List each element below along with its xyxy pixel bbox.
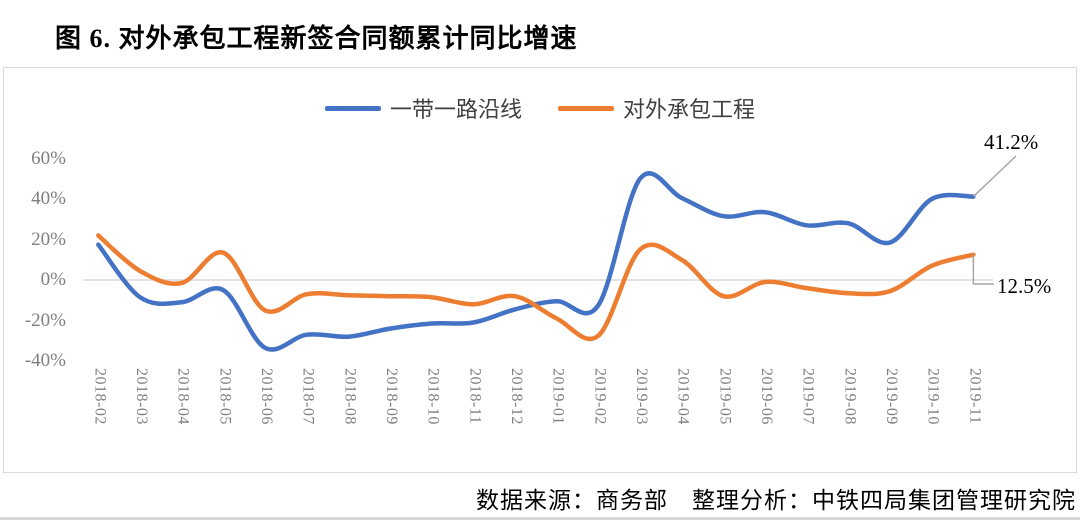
- y-axis-tick-label: 20%: [31, 228, 66, 250]
- x-axis-tick-label: 2019-10: [924, 368, 942, 425]
- x-axis-tick-label: 2018-04: [174, 368, 192, 425]
- x-axis-tick-label: 2018-09: [382, 368, 400, 425]
- x-axis-tick-label: 2019-09: [883, 368, 901, 425]
- annotation-belt-road-endpoint-value: 41.2%: [984, 130, 1039, 154]
- x-axis-tick-label: 2018-07: [299, 368, 317, 425]
- x-axis-tick-label: 2018-08: [341, 368, 359, 425]
- x-axis-tick-label: 2019-05: [716, 368, 734, 425]
- y-axis-tick-label: -20%: [24, 309, 66, 331]
- x-axis-tick-label: 2019-11: [966, 368, 984, 425]
- chart-legend: 一带一路沿线 对外承包工程: [0, 94, 1080, 122]
- y-axis-tick-label: 0%: [40, 269, 66, 290]
- y-axis-tick-label: 40%: [31, 188, 66, 209]
- chart-plot-area: [3, 67, 1077, 473]
- source-note: 数据来源：商务部 整理分析：中铁四局集团管理研究院: [476, 488, 1076, 513]
- series-line-foreign-contract: [96, 233, 976, 342]
- x-axis-tick-label: 2018-10: [424, 368, 442, 425]
- x-axis-tick-label: 2018-06: [257, 368, 275, 425]
- x-axis-tick-label: 2018-03: [132, 368, 150, 425]
- x-axis-tick-label: 2019-03: [633, 368, 650, 425]
- x-axis-tick-label: 2019-04: [674, 368, 692, 425]
- legend-label-foreign-contract: 对外承包工程: [623, 97, 756, 122]
- x-axis-tick-label: 2018-05: [216, 368, 234, 425]
- x-axis-tick-label: 2018-02: [91, 368, 109, 425]
- y-axis-tick-label: 60%: [31, 147, 66, 169]
- legend-item-foreign-contract: 对外承包工程: [558, 92, 755, 124]
- leader-line-foreign-contract: [972, 254, 994, 285]
- foreign-contract-line-swatch-icon: [558, 105, 614, 111]
- x-axis-tick-label: 2019-01: [549, 368, 567, 425]
- legend-item-belt-road: 一带一路沿线: [324, 92, 522, 124]
- series-line-belt-road: [96, 171, 976, 352]
- leader-line-belt-road: [972, 155, 1017, 198]
- annotation-foreign-contract-endpoint-value: 12.5%: [997, 274, 1052, 298]
- x-axis-tick-label: 2019-06: [758, 368, 776, 425]
- x-axis-tick-label: 2018-12: [508, 368, 525, 425]
- x-axis-tick-label: 2019-02: [591, 368, 609, 425]
- y-axis-tick-label: -40%: [24, 350, 66, 371]
- x-axis-tick-label: 2018-11: [466, 368, 484, 425]
- x-axis-tick-label: 2019-08: [841, 368, 859, 425]
- figure-title: 图 6. 对外承包工程新签合同额累计同比增速: [55, 24, 578, 53]
- x-axis-tick-label: 2019-07: [799, 368, 817, 425]
- belt-road-line-swatch-icon: [324, 105, 381, 111]
- bottom-divider: [0, 517, 1080, 520]
- legend-label-belt-road: 一带一路沿线: [389, 97, 522, 122]
